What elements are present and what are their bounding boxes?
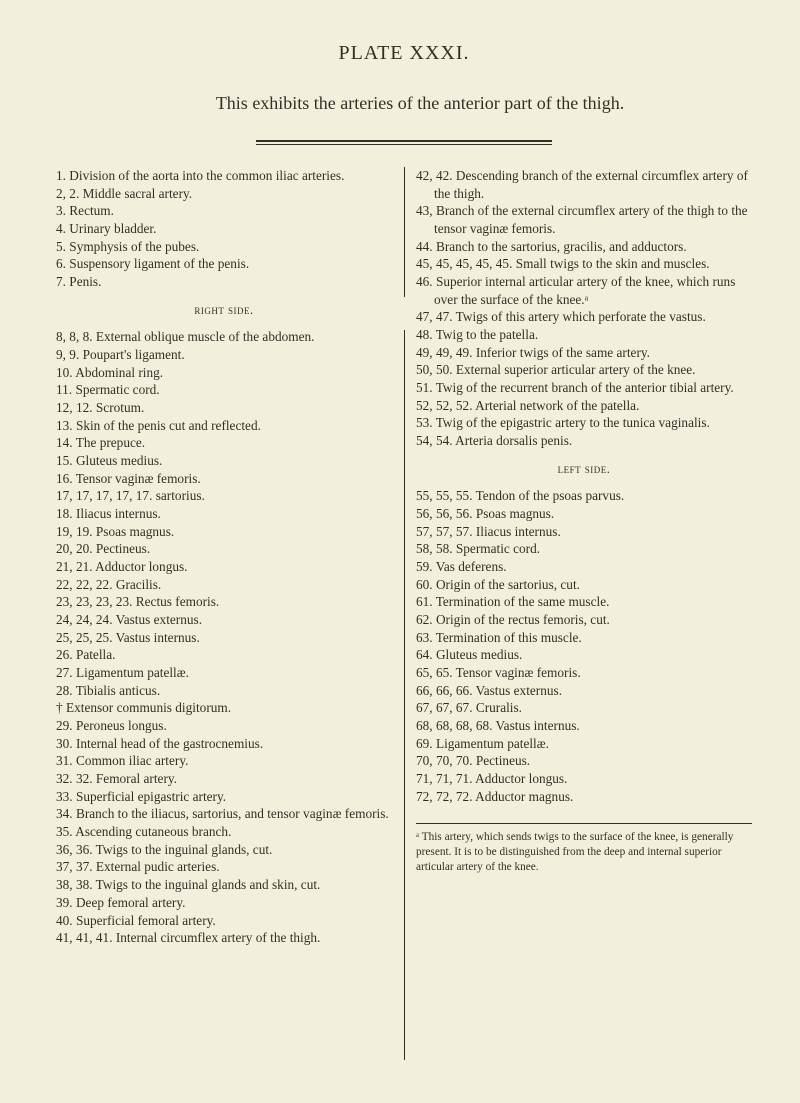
list-item: 15. Gluteus medius.	[56, 452, 392, 470]
list-item: 67, 67, 67. Cruralis.	[416, 699, 752, 717]
list-item: 52, 52, 52. Arterial network of the pate…	[416, 397, 752, 415]
list-item: 29. Peroneus longus.	[56, 717, 392, 735]
plate-subtitle: This exhibits the arteries of the anteri…	[56, 93, 752, 114]
list-item: 66, 66, 66. Vastus externus.	[416, 682, 752, 700]
right-block1: 42, 42. Descending branch of the externa…	[416, 167, 752, 450]
list-item: 47, 47. Twigs of this artery which perfo…	[416, 308, 752, 326]
list-item: 65, 65. Tensor vaginæ femoris.	[416, 664, 752, 682]
list-item: 30. Internal head of the gastrocnemius.	[56, 735, 392, 753]
divider-seg-2	[404, 330, 405, 1060]
list-item: 37, 37. External pudic arteries.	[56, 858, 392, 876]
list-item: 42, 42. Descending branch of the externa…	[416, 167, 752, 202]
plate-title: PLATE XXXI.	[56, 42, 752, 65]
list-item: 69. Ligamentum patellæ.	[416, 735, 752, 753]
title-rule	[256, 140, 552, 145]
list-item: 8, 8, 8. External oblique muscle of the …	[56, 328, 392, 346]
list-item: 6. Suspensory ligament of the penis.	[56, 255, 392, 273]
list-item: 61. Termination of the same muscle.	[416, 593, 752, 611]
right-column: 42, 42. Descending branch of the externa…	[404, 167, 752, 947]
list-item: 70, 70, 70. Pectineus.	[416, 752, 752, 770]
list-item: 48. Twig to the patella.	[416, 326, 752, 344]
list-item: 63. Termination of this muscle.	[416, 629, 752, 647]
list-item: 56, 56, 56. Psoas magnus.	[416, 505, 752, 523]
list-item: 55, 55, 55. Tendon of the psoas parvus.	[416, 487, 752, 505]
rule-thick	[256, 140, 552, 142]
list-item: 72, 72, 72. Adductor magnus.	[416, 788, 752, 806]
list-item: 36, 36. Twigs to the inguinal glands, cu…	[56, 841, 392, 859]
list-item: 49, 49, 49. Inferior twigs of the same a…	[416, 344, 752, 362]
list-item: 54, 54. Arteria dorsalis penis.	[416, 432, 752, 450]
list-item: 9, 9. Poupart's ligament.	[56, 346, 392, 364]
list-item: 34. Branch to the iliacus, sartorius, an…	[56, 805, 392, 823]
list-item: 40. Superficial femoral artery.	[56, 912, 392, 930]
divider-seg-1	[404, 167, 405, 297]
list-item: 25, 25, 25. Vastus internus.	[56, 629, 392, 647]
list-item: 16. Tensor vaginæ femoris.	[56, 470, 392, 488]
right-side-head: right side.	[56, 302, 392, 319]
list-item: 58, 58. Spermatic cord.	[416, 540, 752, 558]
rule-thin	[256, 144, 552, 145]
list-item: 60. Origin of the sartorius, cut.	[416, 576, 752, 594]
list-item: 22, 22, 22. Gracilis.	[56, 576, 392, 594]
list-item: 23, 23, 23, 23. Rectus femoris.	[56, 593, 392, 611]
list-item: 28. Tibialis anticus.	[56, 682, 392, 700]
left-block1: 1. Division of the aorta into the common…	[56, 167, 392, 291]
list-item: 57, 57, 57. Iliacus internus.	[416, 523, 752, 541]
list-item: 32. 32. Femoral artery.	[56, 770, 392, 788]
left-column: 1. Division of the aorta into the common…	[56, 167, 404, 947]
list-item: 11. Spermatic cord.	[56, 381, 392, 399]
list-item: 46. Superior internal articular artery o…	[416, 273, 752, 308]
list-item: 4. Urinary bladder.	[56, 220, 392, 238]
list-item: 31. Common iliac artery.	[56, 752, 392, 770]
list-item: 51. Twig of the recurrent branch of the …	[416, 379, 752, 397]
list-item: 3. Rectum.	[56, 202, 392, 220]
list-item: 53. Twig of the epigastric artery to the…	[416, 414, 752, 432]
list-item: 5. Symphysis of the pubes.	[56, 238, 392, 256]
list-item: 10. Abdominal ring.	[56, 364, 392, 382]
list-item: 20, 20. Pectineus.	[56, 540, 392, 558]
list-item: 45, 45, 45, 45, 45. Small twigs to the s…	[416, 255, 752, 273]
list-item: † Extensor communis digitorum.	[56, 699, 392, 717]
footnote: ᵃ This artery, which sends twigs to the …	[416, 830, 752, 874]
list-item: 50, 50. External superior articular arte…	[416, 361, 752, 379]
list-item: 43, Branch of the external circumflex ar…	[416, 202, 752, 237]
list-item: 17, 17, 17, 17, 17. sartorius.	[56, 487, 392, 505]
list-item: 59. Vas deferens.	[416, 558, 752, 576]
list-item: 24, 24, 24. Vastus externus.	[56, 611, 392, 629]
list-item: 39. Deep femoral artery.	[56, 894, 392, 912]
right-block2: 55, 55, 55. Tendon of the psoas parvus.5…	[416, 487, 752, 805]
footnote-rule	[416, 823, 752, 824]
list-item: 14. The prepuce.	[56, 434, 392, 452]
list-item: 1. Division of the aorta into the common…	[56, 167, 392, 185]
list-item: 26. Patella.	[56, 646, 392, 664]
list-item: 62. Origin of the rectus femoris, cut.	[416, 611, 752, 629]
list-item: 68, 68, 68, 68. Vastus internus.	[416, 717, 752, 735]
list-item: 33. Superficial epigastric artery.	[56, 788, 392, 806]
left-side-head: left side.	[416, 461, 752, 478]
list-item: 12, 12. Scrotum.	[56, 399, 392, 417]
left-block2: 8, 8, 8. External oblique muscle of the …	[56, 328, 392, 947]
list-item: 38, 38. Twigs to the inguinal glands and…	[56, 876, 392, 894]
list-item: 2, 2. Middle sacral artery.	[56, 185, 392, 203]
list-item: 64. Gluteus medius.	[416, 646, 752, 664]
list-item: 21, 21. Adductor longus.	[56, 558, 392, 576]
list-item: 18. Iliacus internus.	[56, 505, 392, 523]
list-item: 41, 41, 41. Internal circumflex artery o…	[56, 929, 392, 947]
list-item: 7. Penis.	[56, 273, 392, 291]
columns: 1. Division of the aorta into the common…	[56, 167, 752, 947]
list-item: 13. Skin of the penis cut and reflected.	[56, 417, 392, 435]
list-item: 44. Branch to the sartorius, gracilis, a…	[416, 238, 752, 256]
list-item: 27. Ligamentum patellæ.	[56, 664, 392, 682]
list-item: 19, 19. Psoas magnus.	[56, 523, 392, 541]
list-item: 35. Ascending cutaneous branch.	[56, 823, 392, 841]
list-item: 71, 71, 71. Adductor longus.	[416, 770, 752, 788]
